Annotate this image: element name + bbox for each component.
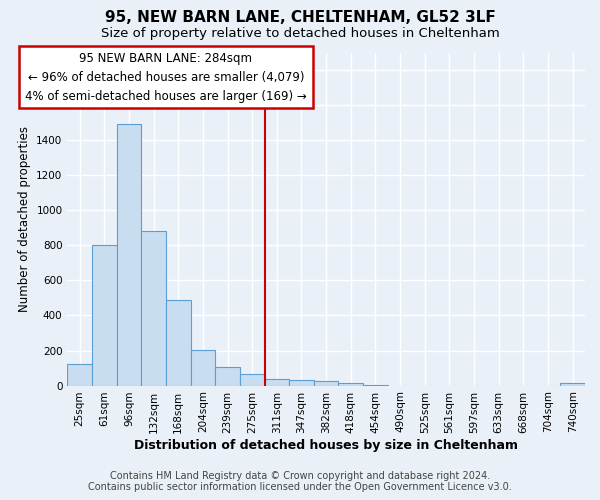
Bar: [314, 381, 338, 386]
Bar: [141, 232, 166, 386]
Bar: [116, 124, 141, 386]
Bar: [289, 380, 314, 386]
Bar: [265, 378, 289, 386]
Text: Contains HM Land Registry data © Crown copyright and database right 2024.
Contai: Contains HM Land Registry data © Crown c…: [88, 471, 512, 492]
X-axis label: Distribution of detached houses by size in Cheltenham: Distribution of detached houses by size …: [134, 440, 518, 452]
Text: 95, NEW BARN LANE, CHELTENHAM, GL52 3LF: 95, NEW BARN LANE, CHELTENHAM, GL52 3LF: [104, 10, 496, 25]
Bar: [338, 383, 363, 386]
Bar: [240, 374, 265, 386]
Bar: [67, 364, 92, 386]
Bar: [166, 300, 191, 386]
Y-axis label: Number of detached properties: Number of detached properties: [17, 126, 31, 312]
Bar: [191, 350, 215, 386]
Text: 95 NEW BARN LANE: 284sqm
← 96% of detached houses are smaller (4,079)
4% of semi: 95 NEW BARN LANE: 284sqm ← 96% of detach…: [25, 52, 307, 102]
Bar: [363, 384, 388, 386]
Bar: [560, 383, 585, 386]
Text: Size of property relative to detached houses in Cheltenham: Size of property relative to detached ho…: [101, 28, 499, 40]
Bar: [215, 367, 240, 386]
Bar: [92, 246, 116, 386]
